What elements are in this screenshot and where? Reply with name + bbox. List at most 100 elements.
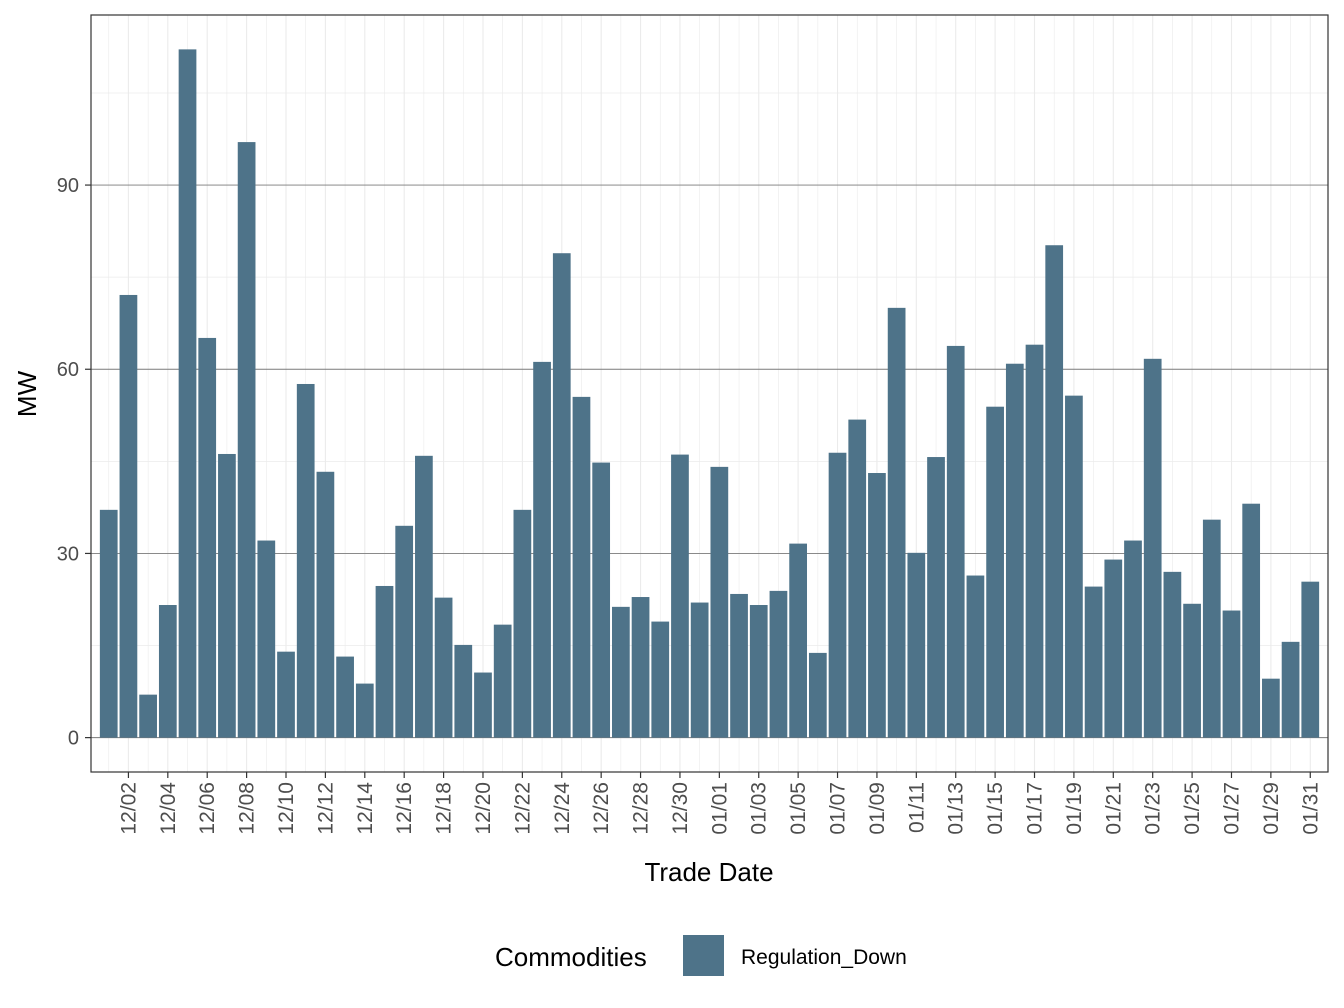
bar-12-31 (690, 602, 709, 738)
y-tick-label: 30 (57, 543, 79, 565)
bar-12-06 (198, 337, 217, 738)
bar-01-01 (710, 466, 729, 738)
x-tick-label: 12/20 (472, 782, 495, 835)
x-tick-label: 12/18 (433, 782, 456, 835)
x-tick-label: 01/05 (787, 782, 810, 835)
x-tick-label: 01/21 (1102, 782, 1125, 835)
x-tick-label: 01/09 (866, 782, 889, 835)
bar-01-11 (907, 552, 926, 738)
bar-01-30 (1281, 641, 1300, 738)
x-tick-label: 12/24 (551, 782, 574, 835)
legend-title: Commodities (495, 942, 647, 972)
x-tick-label: 01/01 (708, 782, 731, 835)
x-tick-label: 12/08 (236, 782, 259, 835)
x-tick-label: 01/11 (905, 782, 928, 833)
bar-01-22 (1124, 540, 1142, 738)
bar-01-27 (1222, 610, 1241, 738)
x-axis-title: Trade Date (644, 857, 773, 887)
bar-01-26 (1202, 519, 1221, 738)
x-tick-label: 12/12 (314, 782, 337, 835)
bar-12-07 (218, 453, 236, 738)
bar-01-12 (927, 457, 945, 738)
bar-01-14 (966, 575, 985, 738)
x-tick-label: 01/29 (1260, 782, 1283, 835)
y-axis: 0 30 60 90 (57, 175, 91, 750)
bar-01-23 (1143, 358, 1162, 738)
legend: Commodities Regulation_Down (495, 935, 907, 976)
bar-12-27 (611, 606, 630, 738)
bars (99, 49, 1320, 738)
x-tick-label: 01/15 (984, 782, 1007, 835)
x-tick-label: 12/02 (117, 782, 140, 835)
bar-12-20 (474, 672, 492, 738)
grid-lines (91, 15, 1328, 772)
x-tick-label: 01/07 (827, 782, 850, 835)
bar-12-15 (375, 585, 394, 738)
x-tick-label: 01/17 (1024, 782, 1047, 835)
bar-01-20 (1084, 586, 1103, 738)
bar-01-06 (808, 652, 827, 738)
bar-12-18 (434, 597, 453, 738)
bar-01-28 (1242, 503, 1261, 738)
y-tick-label: 60 (57, 359, 79, 381)
bar-12-22 (513, 509, 532, 738)
x-tick-label: 12/28 (630, 782, 653, 835)
bar-12-30 (671, 454, 689, 738)
bar-12-16 (395, 525, 414, 738)
x-tick-label: 01/13 (945, 782, 968, 835)
bar-01-13 (946, 345, 965, 738)
bar-12-21 (493, 624, 512, 738)
bar-01-02 (730, 593, 748, 738)
bar-12-29 (651, 621, 670, 738)
bar-12-04 (158, 605, 177, 738)
x-tick-label: 01/23 (1142, 782, 1165, 835)
bar-01-18 (1045, 245, 1064, 738)
y-tick-label: 0 (68, 728, 79, 750)
x-tick-label: 12/10 (275, 782, 298, 835)
bar-01-08 (848, 419, 867, 738)
bar-01-25 (1183, 603, 1201, 738)
y-axis-title: MW (12, 370, 42, 417)
bar-01-16 (1005, 363, 1024, 738)
bar-01-21 (1104, 559, 1123, 738)
x-axis: 12/02 12/04 12/06 12/08 12/10 12/12 12/14 12/16… (117, 772, 1322, 835)
bar-12-19 (454, 644, 473, 738)
bar-12-23 (533, 361, 551, 738)
plot-panel-border (90, 14, 1329, 773)
x-tick-label: 01/03 (748, 782, 771, 835)
x-tick-label: 12/22 (511, 782, 534, 835)
x-tick-label: 01/31 (1299, 782, 1322, 835)
bar-12-05 (178, 49, 197, 738)
bar-01-29 (1262, 678, 1280, 738)
legend-key-regulation-down (683, 935, 724, 976)
bar-12-24 (552, 253, 571, 738)
y-tick-label: 90 (57, 175, 79, 197)
bar-12-25 (572, 396, 591, 738)
bar-12-01 (99, 509, 118, 738)
bar-12-10 (277, 651, 295, 738)
x-tick-label: 01/25 (1181, 782, 1204, 835)
x-tick-label: 12/14 (354, 782, 377, 835)
bar-01-15 (986, 406, 1004, 738)
x-tick-label: 01/19 (1063, 782, 1086, 835)
bar-01-03 (749, 605, 768, 738)
x-tick-label: 01/27 (1220, 782, 1243, 835)
bar-12-12 (316, 471, 335, 738)
x-tick-label: 12/06 (196, 782, 219, 835)
x-tick-label: 12/26 (590, 782, 613, 835)
bar-12-08 (237, 142, 256, 738)
bar-12-09 (257, 540, 276, 738)
bar-12-28 (631, 597, 650, 738)
bar-12-11 (296, 383, 315, 738)
bar-01-19 (1065, 395, 1083, 738)
legend-label-regulation-down: Regulation_Down (741, 946, 907, 969)
x-tick-label: 12/16 (393, 782, 416, 835)
bar-01-07 (828, 452, 847, 738)
bar-12-17 (415, 455, 433, 738)
bar-12-03 (139, 694, 157, 738)
bar-01-17 (1025, 344, 1044, 738)
bar-12-13 (336, 656, 354, 738)
bar-01-05 (789, 543, 808, 738)
bar-01-04 (769, 590, 788, 738)
